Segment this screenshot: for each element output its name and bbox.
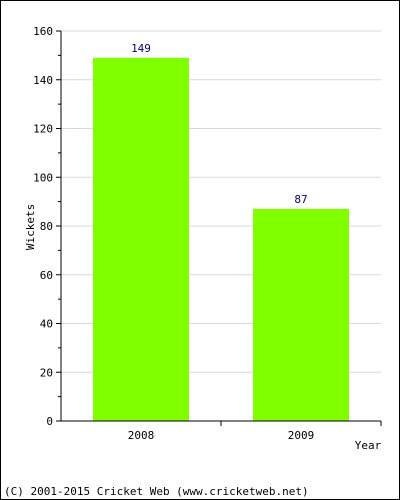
- bars: [93, 57, 349, 421]
- y-tick-label: 120: [33, 123, 53, 136]
- bar-2008: [93, 57, 189, 421]
- y-tick-label: 60: [40, 269, 53, 282]
- y-tick-label: 80: [40, 220, 53, 233]
- x-axis-label: Year: [355, 439, 382, 452]
- y-tick-label: 0: [46, 415, 53, 428]
- copyright-footer: (C) 2001-2015 Cricket Web (www.cricketwe…: [4, 485, 309, 498]
- y-tick-label: 40: [40, 318, 53, 331]
- y-tick-label: 160: [33, 25, 53, 38]
- data-label-2009: 87: [294, 193, 307, 206]
- y-tick-label: 20: [40, 366, 53, 379]
- bar-2009: [253, 208, 349, 421]
- y-tick-label: 140: [33, 74, 53, 87]
- y-tick-label: 100: [33, 171, 53, 184]
- x-tick-label-2008: 2008: [128, 429, 155, 442]
- data-label-2008: 149: [131, 42, 151, 55]
- axes: [56, 30, 382, 426]
- labels: 0 20 40 60 80 100 120 140 160 149 2008 87 2009: [33, 25, 314, 442]
- y-axis-label: Wickets: [24, 204, 37, 250]
- x-tick-label-2009: 2009: [288, 429, 315, 442]
